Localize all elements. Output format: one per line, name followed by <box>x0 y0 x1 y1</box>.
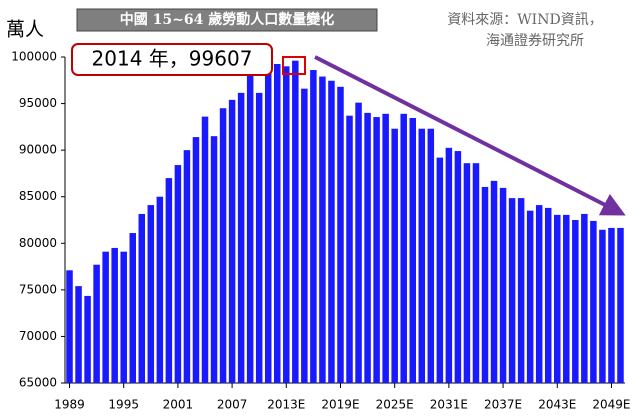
source-line: 資料來源：WIND資訊， <box>447 12 602 28</box>
bar <box>328 80 335 383</box>
bar <box>120 251 127 383</box>
bar <box>617 227 624 383</box>
bar <box>554 214 561 383</box>
bar <box>246 75 254 383</box>
bar <box>490 180 498 383</box>
bar <box>535 205 543 383</box>
bar <box>310 70 317 383</box>
bar <box>409 118 416 383</box>
annotation: 2014 年，99607 <box>92 47 253 71</box>
bar <box>346 115 353 384</box>
x-tick-label: 1989 <box>54 398 85 412</box>
bar <box>210 136 218 383</box>
bar <box>102 251 109 383</box>
x-tick-label: 1995 <box>108 398 139 412</box>
bar <box>599 229 606 383</box>
bar <box>572 220 579 383</box>
y-tick-label: 65000 <box>19 376 57 390</box>
bar <box>138 213 146 383</box>
bar <box>156 196 164 383</box>
bar <box>544 207 552 383</box>
bar <box>608 227 615 383</box>
x-tick-label: 2031E <box>430 398 468 412</box>
bar <box>111 247 118 383</box>
bar <box>201 116 209 384</box>
bar <box>319 76 326 383</box>
x-tick-label: 2037E <box>484 398 522 412</box>
title-box <box>76 8 378 32</box>
x-tick-label: 2001 <box>163 398 194 412</box>
bar <box>454 151 462 383</box>
bar <box>355 102 362 383</box>
bar <box>264 70 272 383</box>
y-tick-label: 70000 <box>19 329 57 343</box>
y-tick-label: 75000 <box>19 282 57 296</box>
bar <box>508 198 516 383</box>
bars <box>66 60 624 384</box>
bar <box>391 128 398 383</box>
trend-arrow <box>314 55 626 216</box>
bar <box>301 88 308 383</box>
bar <box>373 117 380 383</box>
bar <box>165 178 173 383</box>
bar <box>481 186 489 383</box>
bar <box>526 210 534 383</box>
bar <box>472 163 480 383</box>
y-tick-label: 80000 <box>19 236 57 250</box>
y-tick-label: 95000 <box>19 96 57 110</box>
bar <box>292 60 299 383</box>
bar <box>219 108 227 383</box>
bar <box>129 233 136 383</box>
chart-title: 中國 15~64 歲勞動人口數量變化 <box>120 11 334 28</box>
bar <box>337 86 344 383</box>
bar <box>517 198 525 383</box>
bar <box>147 205 155 383</box>
bar <box>427 128 435 383</box>
bar <box>84 295 91 383</box>
bar <box>93 264 100 383</box>
bar <box>445 147 453 383</box>
x-tick-label: 2013E <box>267 398 305 412</box>
y-tick-label: 90000 <box>19 143 57 157</box>
highlight-box <box>282 56 306 75</box>
x-tick-label: 2007 <box>217 398 248 412</box>
y-tick-label: 100000 <box>11 50 57 64</box>
y-tick-label: 85000 <box>19 189 57 203</box>
bar <box>283 66 290 384</box>
bar <box>590 220 597 383</box>
bar <box>237 92 245 384</box>
x-tick-label: 2019E <box>321 398 359 412</box>
bar <box>499 187 507 383</box>
bar <box>66 270 73 383</box>
bar <box>382 113 389 384</box>
bar <box>174 165 182 383</box>
x-tick-label: 2025E <box>376 398 414 412</box>
bar <box>418 128 426 383</box>
annotation-box <box>71 43 273 76</box>
bar <box>581 213 588 383</box>
bar <box>436 157 444 383</box>
y-axis-label: 萬人 <box>6 19 44 41</box>
bar <box>563 214 570 383</box>
bar <box>255 92 263 384</box>
bar <box>228 99 236 384</box>
bar <box>192 137 200 383</box>
bar <box>463 163 471 383</box>
source-line: 海通證券研究所 <box>486 32 584 49</box>
x-tick-label: 2049E <box>592 398 630 412</box>
bar <box>75 286 82 383</box>
bar <box>364 112 371 383</box>
bar <box>274 63 281 383</box>
bar <box>400 113 407 384</box>
bar <box>183 150 191 383</box>
x-tick-label: 2043E <box>538 398 576 412</box>
